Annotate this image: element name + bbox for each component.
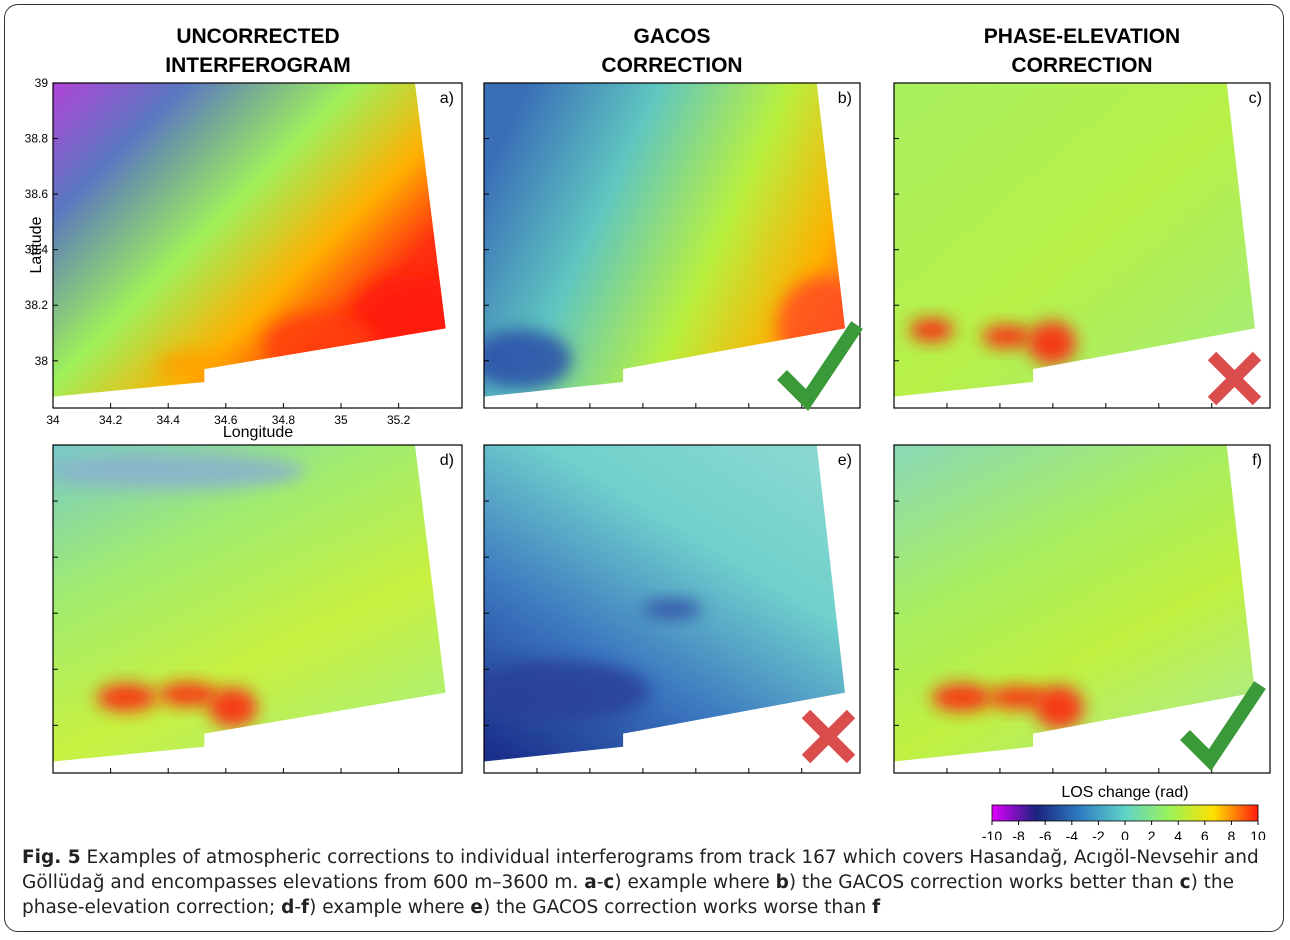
y-tick-label: 38 xyxy=(35,354,49,368)
column-title: UNCORRECTED xyxy=(176,25,339,48)
panel-frame xyxy=(52,444,463,774)
map-feature xyxy=(157,682,218,707)
y-tick-label: 39 xyxy=(35,76,49,90)
map-feature xyxy=(1035,685,1084,730)
colorbar-tick-label: 4 xyxy=(1174,828,1182,840)
map-image xyxy=(484,83,845,397)
colorbar xyxy=(991,804,1259,822)
colorbar-tick-label: -4 xyxy=(1066,828,1079,840)
map-feature xyxy=(96,683,157,712)
panel-frame xyxy=(483,444,861,774)
map-feature xyxy=(352,277,446,357)
figure-border xyxy=(4,4,1284,932)
map-feature xyxy=(484,661,650,721)
caption-text: - xyxy=(596,872,604,893)
panel-label: a) xyxy=(440,90,454,107)
map-feature xyxy=(53,453,306,490)
map-feature xyxy=(988,685,1049,710)
colorbar-tick-label: 8 xyxy=(1228,828,1236,840)
caption-ref: a xyxy=(584,872,597,893)
x-tick-label: 35.2 xyxy=(387,413,411,427)
colorbar-tick-label: -6 xyxy=(1039,828,1052,840)
map-image xyxy=(53,445,446,762)
colorbar-label: LOS change (rad) xyxy=(1061,784,1188,801)
map-feature xyxy=(931,683,992,712)
check-icon xyxy=(1180,681,1266,771)
caption-text: ) example where xyxy=(309,897,471,918)
figure: UNCORRECTED INTERFEROGRAM GACOS CORRECTION P… xyxy=(25,25,1271,840)
column-title: INTERFEROGRAM xyxy=(165,54,351,77)
panel-frame xyxy=(893,444,1271,774)
x-axis-label: Longitude xyxy=(223,424,293,441)
caption-ref: f xyxy=(301,897,310,918)
caption-ref: c xyxy=(603,872,615,893)
caption-text: ) the phase-elevation correction; xyxy=(22,872,1235,918)
map-feature xyxy=(909,318,954,342)
map-image xyxy=(894,445,1255,762)
cross-icon xyxy=(801,709,856,764)
colorbar-tick-label: -10 xyxy=(982,828,1002,840)
x-tick-label: 35 xyxy=(334,413,348,427)
caption: Fig. 5 Examples of atmospheric correctio… xyxy=(22,845,1272,920)
caption-ref: e xyxy=(470,897,483,918)
caption-text: ) the GACOS correction works better than xyxy=(788,872,1180,893)
column-title: CORRECTION xyxy=(601,54,742,77)
panel-frame xyxy=(893,82,1271,409)
panel-frame xyxy=(483,82,861,409)
caption-text: ) the GACOS correction works worse than xyxy=(482,897,873,918)
caption-ref: f xyxy=(872,897,881,918)
y-axis-label: Latitude xyxy=(28,216,45,273)
colorbar-tick-label: -8 xyxy=(1012,828,1025,840)
y-tick-label: 38.8 xyxy=(25,132,49,146)
y-tick-label: 38.4 xyxy=(25,243,49,257)
map-image xyxy=(53,83,446,397)
map-feature xyxy=(484,329,572,390)
colorbar-tick-label: 0 xyxy=(1121,828,1129,840)
map-feature xyxy=(1027,321,1076,365)
map-feature xyxy=(642,599,702,619)
map-fill xyxy=(894,445,1255,762)
colorbar-tick-label: -2 xyxy=(1092,828,1105,840)
colorbar-tick-label: 10 xyxy=(1250,828,1266,840)
panel-label: e) xyxy=(838,452,852,469)
map-image xyxy=(894,83,1255,397)
map-feature xyxy=(156,351,237,380)
column-title: PHASE-ELEVATION xyxy=(984,25,1180,48)
caption-text: Examples of atmospheric corrections to i… xyxy=(22,847,1259,893)
map-feature xyxy=(981,324,1032,349)
x-tick-label: 34.8 xyxy=(272,413,296,427)
panel-label: f) xyxy=(1252,452,1262,469)
cross-icon xyxy=(1207,351,1262,406)
y-tick-label: 38.2 xyxy=(25,298,49,312)
caption-ref: d xyxy=(281,897,295,918)
map-fill xyxy=(53,445,446,762)
panel-frame xyxy=(52,82,463,409)
check-icon xyxy=(777,321,863,411)
column-title: CORRECTION xyxy=(1011,54,1152,77)
y-tick-label: 38.6 xyxy=(25,187,49,201)
panel-label: c) xyxy=(1249,90,1262,107)
colorbar-tick-label: 2 xyxy=(1148,828,1156,840)
map-feature xyxy=(263,313,374,373)
map-image xyxy=(484,445,845,762)
caption-ref: b xyxy=(775,872,789,893)
map-fill xyxy=(53,83,446,397)
x-tick-label: 34.6 xyxy=(214,413,238,427)
x-tick-label: 34 xyxy=(46,413,60,427)
panel-label: b) xyxy=(838,90,852,107)
caption-ref: c xyxy=(1179,872,1191,893)
caption-text: ) example where xyxy=(614,872,776,893)
caption-text: - xyxy=(294,897,302,918)
map-feature xyxy=(208,687,257,728)
x-tick-label: 34.2 xyxy=(99,413,123,427)
x-tick-label: 34.4 xyxy=(157,413,181,427)
colorbar-tick-label: 6 xyxy=(1201,828,1209,840)
panel-label: d) xyxy=(440,452,454,469)
column-title: GACOS xyxy=(633,25,710,48)
caption-label: Fig. 5 xyxy=(22,847,81,868)
